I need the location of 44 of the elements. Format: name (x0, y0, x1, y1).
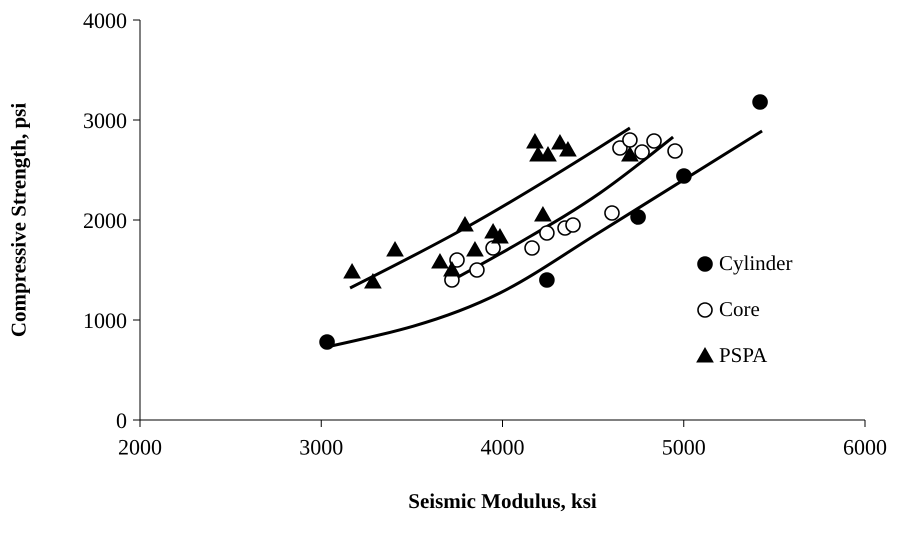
point (622, 132, 638, 148)
point (646, 133, 662, 149)
point (559, 142, 576, 156)
x-tick-label: 3000 (299, 434, 344, 460)
point (344, 264, 361, 278)
point (449, 252, 465, 268)
point (565, 217, 581, 233)
x-tick-label: 5000 (662, 434, 706, 460)
y-tick-label: 2000 (83, 208, 127, 233)
point (676, 168, 692, 184)
point (485, 240, 501, 256)
point (524, 240, 540, 256)
point (752, 94, 768, 110)
x-tick-label: 4000 (480, 434, 524, 460)
point (364, 274, 382, 288)
y-tick-label: 4000 (83, 8, 127, 33)
point (539, 225, 555, 241)
x-tick-label: 6000 (843, 434, 887, 460)
y-axis-title: Compressive Strength, psi (6, 102, 30, 338)
point (634, 144, 650, 160)
x-axis-title: Seismic Modulus, ksi (408, 489, 597, 513)
point (526, 134, 544, 148)
point (612, 140, 628, 156)
point (630, 209, 646, 225)
legend-label: PSPA (719, 342, 768, 368)
point (491, 228, 508, 244)
x-tick-label: 2000 (118, 434, 162, 460)
point (604, 205, 620, 221)
y-tick-label: 1000 (83, 308, 127, 333)
y-tick-label: 3000 (83, 108, 127, 133)
point (534, 206, 552, 222)
point (466, 242, 484, 256)
point (469, 262, 485, 278)
point (667, 143, 683, 159)
y-tick-label: 0 (116, 408, 127, 433)
legend-label: Cylinder (719, 250, 792, 276)
point (456, 216, 474, 232)
point (539, 272, 555, 288)
point (431, 254, 448, 268)
point (621, 146, 638, 162)
legend-label: Core (719, 296, 760, 322)
point (386, 242, 404, 256)
point (443, 262, 460, 276)
point (319, 334, 335, 350)
